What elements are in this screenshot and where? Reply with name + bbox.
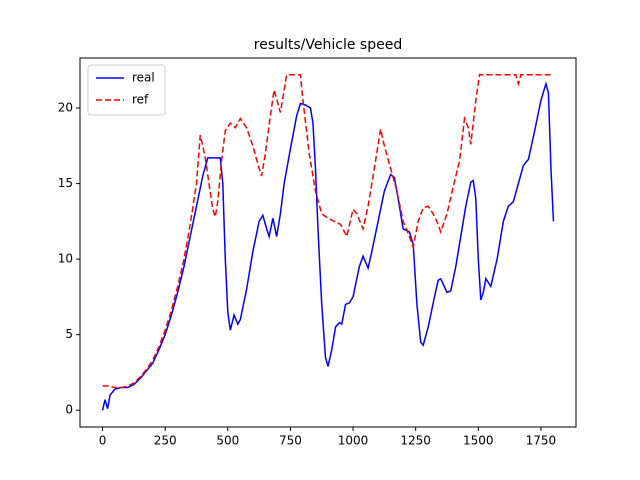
x-tick-label: 500 [216, 434, 239, 448]
x-tick-label: 0 [99, 434, 107, 448]
y-tick-label: 15 [58, 176, 73, 190]
x-tick-label: 1250 [400, 434, 431, 448]
x-tick-label: 1000 [338, 434, 369, 448]
y-tick-label: 10 [58, 252, 73, 266]
line-series [101, 81, 555, 411]
x-tick-label: 750 [279, 434, 302, 448]
y-tick-label: 20 [58, 101, 73, 115]
legend-label: real [132, 71, 155, 85]
axes-frame [79, 57, 577, 428]
legend-label: ref [132, 93, 149, 107]
x-tick-label: 1750 [526, 434, 557, 448]
y-tick-label: 0 [65, 403, 73, 417]
plot-area [101, 74, 555, 411]
legend: real ref [87, 64, 166, 116]
x-tick-label: 1500 [463, 434, 494, 448]
y-tick-label: 5 [65, 327, 73, 341]
x-tick-label: 250 [154, 434, 177, 448]
chart-title: results/Vehicle speed [254, 37, 402, 53]
line-series [102, 74, 554, 389]
